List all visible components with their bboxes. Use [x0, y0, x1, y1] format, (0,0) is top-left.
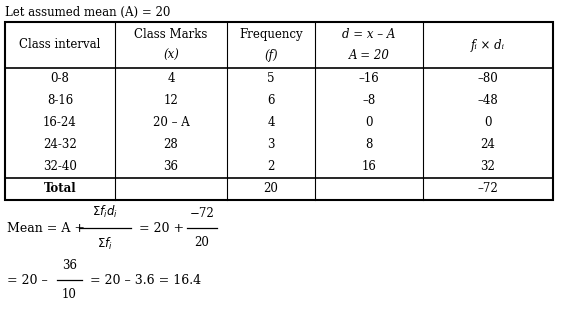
Text: 6: 6 [267, 94, 275, 108]
Text: 0: 0 [484, 116, 492, 130]
Text: 28: 28 [164, 139, 179, 151]
Text: 8: 8 [366, 139, 373, 151]
Text: 4: 4 [167, 72, 175, 86]
Text: –72: –72 [477, 183, 498, 195]
Text: 24: 24 [481, 139, 496, 151]
Text: 16-24: 16-24 [43, 116, 77, 130]
Text: 16: 16 [362, 161, 376, 173]
Text: $\Sigma f_i d_i$: $\Sigma f_i d_i$ [92, 204, 118, 220]
Text: –48: –48 [477, 94, 498, 108]
Text: = 20 – 3.6 = 16.4: = 20 – 3.6 = 16.4 [86, 273, 201, 287]
Text: Class interval: Class interval [19, 38, 101, 52]
Text: 10: 10 [62, 288, 77, 301]
Text: 8-16: 8-16 [47, 94, 73, 108]
Text: 20 – A: 20 – A [153, 116, 189, 130]
Text: 24-32: 24-32 [43, 139, 77, 151]
Text: 20: 20 [263, 183, 279, 195]
Text: Frequency: Frequency [239, 28, 303, 41]
Text: Let assumed mean (A) = 20: Let assumed mean (A) = 20 [5, 6, 171, 19]
Text: Class Marks: Class Marks [134, 28, 208, 41]
Bar [5, 22, 553, 200]
Text: $\Sigma f_i$: $\Sigma f_i$ [97, 236, 113, 252]
Text: A = 20: A = 20 [349, 49, 389, 62]
Text: 12: 12 [164, 94, 179, 108]
Text: –80: –80 [477, 72, 498, 86]
Text: 20: 20 [194, 236, 210, 249]
Text: 36: 36 [62, 259, 77, 272]
Text: –16: –16 [359, 72, 379, 86]
Text: d = x – A: d = x – A [342, 28, 396, 41]
Text: (x): (x) [163, 49, 179, 62]
Text: Mean = A +: Mean = A + [7, 221, 85, 235]
Text: = 20 +: = 20 + [135, 221, 184, 235]
Text: fᵢ × dᵢ: fᵢ × dᵢ [471, 38, 505, 52]
Text: 2: 2 [267, 161, 275, 173]
Text: –8: –8 [362, 94, 376, 108]
Text: 32-40: 32-40 [43, 161, 77, 173]
Text: 0: 0 [365, 116, 373, 130]
Text: 32: 32 [481, 161, 496, 173]
Text: = 20 –: = 20 – [7, 273, 48, 287]
Text: 5: 5 [267, 72, 275, 86]
Text: 3: 3 [267, 139, 275, 151]
Text: (f): (f) [264, 49, 278, 62]
Text: 36: 36 [163, 161, 179, 173]
Text: 4: 4 [267, 116, 275, 130]
Text: Total: Total [44, 183, 76, 195]
Text: 0-8: 0-8 [50, 72, 69, 86]
Text: −72: −72 [190, 207, 214, 220]
